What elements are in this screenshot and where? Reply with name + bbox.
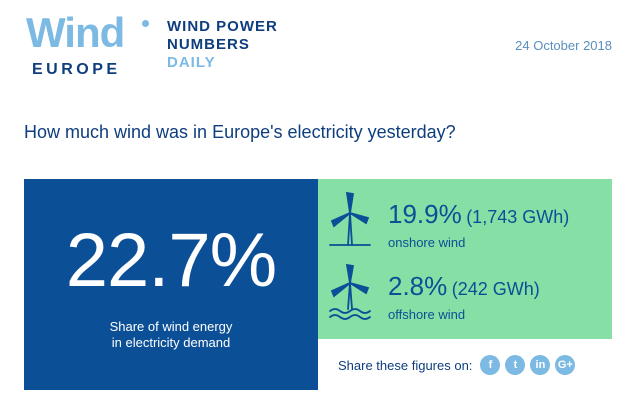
offshore-wind-turbine-icon (329, 263, 371, 320)
wind-share-panel: 22.7% Share of wind energy in electricit… (24, 179, 318, 390)
wind-share-value: 22.7% (65, 218, 278, 303)
logo-dot (142, 20, 149, 27)
offshore-gwh: (242 GWh) (451, 279, 540, 299)
page-title: How much wind was in Europe's electricit… (24, 122, 456, 142)
onshore-value: 19.9% (1,743 GWh) (388, 199, 569, 230)
facebook-icon[interactable]: f (480, 355, 501, 375)
onshore-gwh: (1,743 GWh) (466, 207, 570, 227)
caption-line-1: Share of wind energy (109, 319, 233, 334)
caption-line-2: in electricity demand (111, 335, 231, 350)
offshore-percent: 2.8% (388, 271, 448, 301)
tagline-line-2: NUMBERS (167, 36, 250, 53)
logo-subtext: EUROPE (32, 61, 121, 78)
wind-share-caption: Share of wind energy in electricity dema… (24, 319, 318, 351)
onshore-percent: 19.9% (388, 199, 462, 229)
report-date: 24 October 2018 (515, 38, 612, 53)
offshore-label: offshore wind (388, 307, 466, 322)
linkedin-icon[interactable]: in (530, 355, 551, 375)
onshore-wind-turbine-icon (329, 191, 371, 246)
header: Wind EUROPE WIND POWER NUMBERS DAILY 24 … (0, 0, 630, 100)
tagline-line-3: DAILY (167, 54, 216, 71)
tagline: WIND POWER NUMBERS DAILY (167, 18, 278, 72)
offshore-value: 2.8% (242 GWh) (388, 271, 540, 302)
logo-wordmark: Wind (26, 9, 125, 56)
google-plus-icon[interactable]: G+ (555, 355, 576, 375)
windeurope-logo[interactable]: Wind EUROPE (26, 9, 156, 78)
share-label: Share these figures on: (338, 357, 473, 373)
breakdown-panel: 19.9% (1,743 GWh) onshore wind 2.8% (242… (318, 179, 612, 339)
onshore-label: onshore wind (388, 235, 466, 250)
twitter-icon[interactable]: t (505, 355, 526, 375)
tagline-line-1: WIND POWER (167, 18, 278, 35)
share-bar: Share these figures on: f t in G+ (338, 353, 580, 377)
onshore-stat: 19.9% (1,743 GWh) onshore wind (318, 191, 612, 261)
offshore-stat: 2.8% (242 GWh) offshore wind (318, 263, 612, 333)
